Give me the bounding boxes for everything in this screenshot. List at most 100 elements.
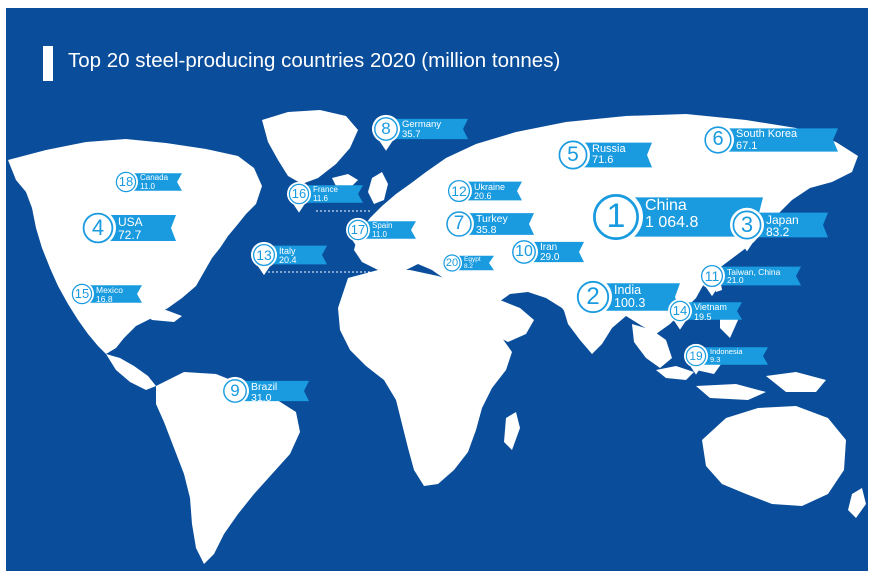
country-name: Italy <box>279 245 296 256</box>
country-name: Canada <box>140 173 169 183</box>
pin-shape-iran <box>510 237 538 274</box>
country-label: Germany 35.7 <box>402 118 442 140</box>
country-name: Egypt <box>464 255 481 263</box>
label-ribbon-india <box>593 283 680 311</box>
pin-shape-egypt <box>442 252 462 279</box>
pin-shape-usa <box>80 209 116 256</box>
steel-production-value: 9.3 <box>710 355 721 365</box>
landmass-new-guinea <box>766 372 826 392</box>
pin-shape-brazil <box>221 376 249 413</box>
pin-shape-russia <box>556 137 590 182</box>
pin-ring-usa <box>82 212 114 244</box>
steel-production-value: 11.0 <box>372 229 387 239</box>
label-ribbon-vietnam <box>680 302 742 320</box>
label-ribbon-spain <box>358 221 416 239</box>
landmass-indonesia-3 <box>696 384 766 400</box>
pin-shape-italy <box>251 241 277 276</box>
country-label: Ukraine 20.6 <box>474 182 505 202</box>
landmass-new-zealand <box>848 488 866 518</box>
steel-production-value: 100.3 <box>614 296 646 311</box>
rank-number: 7 <box>453 212 465 234</box>
pin-south-korea <box>702 123 838 165</box>
pin-russia <box>556 137 652 182</box>
steel-production-value: 20.6 <box>474 191 492 201</box>
rank-number: 4 <box>91 215 105 241</box>
pin-shape-ukraine <box>446 177 472 212</box>
landmass-southeast-asia <box>632 324 672 368</box>
pin-shape-indonesia <box>684 343 708 375</box>
pin-japan <box>730 207 828 252</box>
label-ribbon-taiwan-china <box>712 266 801 286</box>
steel-production-value: 19.5 <box>694 311 712 322</box>
rank-number: 1 <box>606 197 626 236</box>
rank-number: 19 <box>689 349 703 364</box>
rank-number: 10 <box>515 242 533 260</box>
pin-turkey <box>444 208 534 248</box>
world-map <box>8 110 866 564</box>
pin-ring-china <box>593 194 639 240</box>
landmass-north-america <box>8 139 262 354</box>
pin-ring-japan <box>732 210 762 240</box>
pin-china <box>589 189 763 259</box>
steel-production-value: 71.6 <box>592 154 614 167</box>
country-label: India 100.3 <box>614 284 645 310</box>
country-label: Vietnam 19.5 <box>694 302 727 322</box>
pin-shape-vietnam <box>668 298 692 330</box>
rank-number: 6 <box>712 128 724 151</box>
country-name: Vietnam <box>694 302 727 313</box>
country-label: Iran 29.0 <box>540 242 559 264</box>
map-panel: Top 20 steel-producing countries 2020 (m… <box>6 8 868 571</box>
country-name: Germany <box>402 118 442 130</box>
landmass-central-america <box>106 354 156 390</box>
rank-number: 15 <box>74 286 90 302</box>
landmass-africa <box>338 270 512 486</box>
steel-production-value: 16.8 <box>96 294 113 305</box>
rank-number: 20 <box>445 256 459 269</box>
pin-ring-russia <box>558 140 588 170</box>
label-ribbon-indonesia <box>696 347 768 365</box>
pin-ring-germany <box>374 117 398 141</box>
pin-shape-japan <box>730 207 764 252</box>
rank-number: 9 <box>230 381 240 401</box>
country-name: France <box>313 185 338 195</box>
label-ribbon-turkey <box>459 213 534 235</box>
map-title: Top 20 steel-producing countries 2020 (m… <box>68 49 561 72</box>
country-label: Indonesia 9.3 <box>710 348 743 364</box>
steel-production-value: 31.0 <box>251 391 272 404</box>
country-label: Taiwan, China 21.0 <box>727 267 780 286</box>
label-ribbon-egypt <box>452 255 494 271</box>
pin-egypt <box>442 252 494 279</box>
country-name: USA <box>118 214 143 229</box>
pin-ring-ukraine <box>447 179 471 203</box>
landmass-uk <box>368 172 388 204</box>
steel-production-value: 1 064.8 <box>645 214 699 232</box>
label-ribbon-japan <box>747 212 828 238</box>
pin-shape-south-korea <box>702 123 734 165</box>
pin-ring-mexico <box>71 283 93 305</box>
pin-vietnam <box>668 298 742 330</box>
label-ribbon-china <box>616 197 763 237</box>
rank-number: 18 <box>118 174 134 190</box>
label-ribbon-russia <box>573 142 652 168</box>
country-name: Mexico <box>96 285 123 296</box>
country-name: Russia <box>592 142 626 155</box>
country-label: Mexico 16.8 <box>96 286 123 304</box>
pin-ring-france <box>288 183 310 205</box>
landmass-australia <box>702 406 846 506</box>
landmass-south-america <box>156 372 300 564</box>
steel-production-value: 21.0 <box>727 275 744 286</box>
title-accent-bar <box>43 46 53 81</box>
pin-ring-taiwan-china <box>700 264 724 288</box>
country-label: Japan 83.2 <box>766 214 799 239</box>
rank-number: 14 <box>672 303 688 319</box>
pin-shape-mexico <box>70 281 94 313</box>
label-ribbon-canada <box>126 173 182 191</box>
country-label: Spain 11.0 <box>372 221 392 239</box>
rank-number: 17 <box>350 222 366 238</box>
label-ribbon-germany <box>386 118 468 140</box>
country-name: Japan <box>766 212 799 227</box>
steel-production-value: 35.8 <box>476 224 497 237</box>
pin-spain <box>346 217 416 249</box>
pin-ring-indonesia <box>685 345 707 367</box>
pin-italy <box>251 241 327 276</box>
